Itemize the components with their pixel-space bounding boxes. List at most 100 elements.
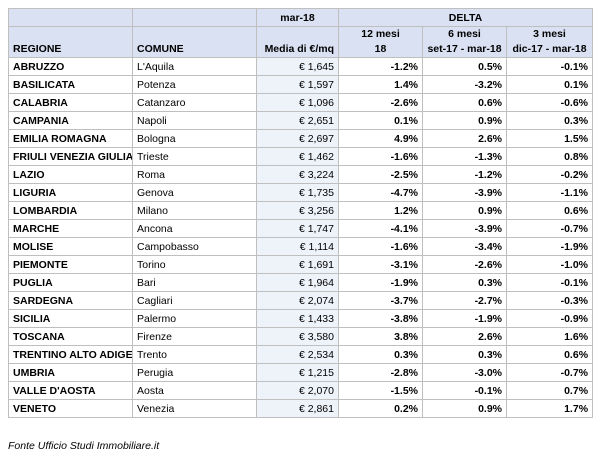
cell-media-price: € 1,691 [256,255,339,274]
header-row-top: mar-18 DELTA [8,8,594,27]
cell-delta-12-mesi: -2.8% [338,363,423,382]
col-header-comune: COMUNE [132,26,257,58]
cell-comune: Torino [132,255,257,274]
cell-delta-3-mesi: -0.1% [505,57,594,76]
cell-delta-3-mesi: 0.8% [505,147,594,166]
cell-comune: Perugia [132,363,257,382]
col-header-3-mesi-line1: 3 mesi [533,28,566,40]
cell-media-price: € 1,735 [256,183,339,202]
table-row: ABRUZZO L'Aquila € 1,645 -1.2% 0.5% -0.1% [8,57,594,76]
cell-delta-12-mesi: -3.7% [338,291,423,310]
cell-regione: EMILIA ROMAGNA [8,129,133,148]
cell-delta-3-mesi: -0.3% [505,291,594,310]
cell-delta-12-mesi: 3.8% [338,327,423,346]
cell-delta-3-mesi: 0.3% [505,111,594,130]
cell-regione: CALABRIA [8,93,133,112]
cell-delta-6-mesi: -3.0% [422,363,507,382]
table-row: FRIULI VENEZIA GIULIA Trieste € 1,462 -1.6%… [8,147,594,166]
table-row: PUGLIA Bari € 1,964 -1.9% 0.3% -0.1% [8,273,594,292]
cell-delta-6-mesi: 2.6% [422,327,507,346]
cell-delta-3-mesi: 0.6% [505,345,594,364]
cell-delta-6-mesi: -1.3% [422,147,507,166]
cell-delta-3-mesi: 0.6% [505,201,594,220]
cell-comune: Genova [132,183,257,202]
table-row: SARDEGNA Cagliari € 2,074 -3.7% -2.7% -0.3% [8,291,594,310]
cell-delta-3-mesi: -0.7% [505,363,594,382]
cell-regione: CAMPANIA [8,111,133,130]
cell-delta-12-mesi: -1.2% [338,57,423,76]
table-row: EMILIA ROMAGNA Bologna € 2,697 4.9% 2.6% 1.5% [8,129,594,148]
cell-comune: Bari [132,273,257,292]
cell-media-price: € 2,861 [256,399,339,418]
col-header-12-mesi-line1: 12 mesi [361,28,400,40]
col-header-3-mesi: 3 mesi dic-17 - mar-18 [505,26,594,58]
cell-delta-3-mesi: 1.7% [505,399,594,418]
cell-media-price: € 2,651 [256,111,339,130]
cell-delta-6-mesi: -2.6% [422,255,507,274]
col-header-6-mesi-line2: set-17 - mar-18 [427,43,502,55]
cell-delta-3-mesi: -0.2% [505,165,594,184]
cell-delta-12-mesi: 0.1% [338,111,423,130]
cell-delta-6-mesi: -2.7% [422,291,507,310]
cell-comune: Venezia [132,399,257,418]
col-header-media: Media di €/mq [256,26,339,58]
cell-regione: PUGLIA [8,273,133,292]
cell-delta-12-mesi: -2.5% [338,165,423,184]
delta-header: DELTA [337,8,594,27]
cell-regione: SICILIA [8,309,133,328]
cell-delta-6-mesi: -3.9% [422,219,507,238]
cell-media-price: € 3,256 [256,201,339,220]
cell-delta-6-mesi: 0.5% [422,57,507,76]
cell-delta-12-mesi: -1.6% [338,147,423,166]
table-row: CALABRIA Catanzaro € 1,096 -2.6% 0.6% -0.6% [8,93,594,112]
cell-media-price: € 1,114 [256,237,339,256]
cell-delta-6-mesi: -3.2% [422,75,507,94]
cell-comune: Palermo [132,309,257,328]
cell-media-price: € 3,224 [256,165,339,184]
table-row: MOLISE Campobasso € 1,114 -1.6% -3.4% -1.9% [8,237,594,256]
cell-media-price: € 1,597 [256,75,339,94]
cell-regione: PIEMONTE [8,255,133,274]
cell-delta-6-mesi: 0.9% [422,399,507,418]
header-blank-cell [132,8,257,27]
cell-delta-6-mesi: 2.6% [422,129,507,148]
cell-media-price: € 1,433 [256,309,339,328]
col-header-3-mesi-line2: dic-17 - mar-18 [512,43,587,55]
cell-delta-3-mesi: -0.1% [505,273,594,292]
cell-comune: Cagliari [132,291,257,310]
cell-delta-6-mesi: -1.9% [422,309,507,328]
table-row: CAMPANIA Napoli € 2,651 0.1% 0.9% 0.3% [8,111,594,130]
table-row: BASILICATA Potenza € 1,597 1.4% -3.2% 0.1% [8,75,594,94]
cell-regione: LIGURIA [8,183,133,202]
col-header-6-mesi: 6 mesi set-17 - mar-18 [422,26,507,58]
cell-comune: Trieste [132,147,257,166]
table-row: SICILIA Palermo € 1,433 -3.8% -1.9% -0.9% [8,309,594,328]
cell-delta-12-mesi: -4.1% [338,219,423,238]
cell-delta-6-mesi: -0.1% [422,381,507,400]
cell-delta-6-mesi: -3.4% [422,237,507,256]
cell-comune: Potenza [132,75,257,94]
cell-delta-6-mesi: 0.9% [422,111,507,130]
cell-delta-3-mesi: 1.6% [505,327,594,346]
cell-regione: BASILICATA [8,75,133,94]
cell-media-price: € 1,747 [256,219,339,238]
cell-comune: Catanzaro [132,93,257,112]
cell-media-price: € 2,697 [256,129,339,148]
table-row: PIEMONTE Torino € 1,691 -3.1% -2.6% -1.0% [8,255,594,274]
cell-delta-12-mesi: -3.1% [338,255,423,274]
cell-delta-6-mesi: 0.3% [422,273,507,292]
source-footnote: Fonte Ufficio Studi Immobiliare.it [8,440,160,452]
cell-delta-12-mesi: 0.3% [338,345,423,364]
cell-comune: Napoli [132,111,257,130]
cell-comune: Roma [132,165,257,184]
cell-delta-3-mesi: -1.1% [505,183,594,202]
cell-delta-3-mesi: 1.5% [505,129,594,148]
col-header-12-mesi-line2: 18 [374,43,387,55]
cell-media-price: € 2,070 [256,381,339,400]
cell-delta-12-mesi: 0.2% [338,399,423,418]
cell-media-price: € 1,964 [256,273,339,292]
cell-delta-12-mesi: -1.6% [338,237,423,256]
cell-delta-12-mesi: -1.9% [338,273,423,292]
cell-regione: TRENTINO ALTO ADIGE [8,345,133,364]
table-row: TOSCANA Firenze € 3,580 3.8% 2.6% 1.6% [8,327,594,346]
